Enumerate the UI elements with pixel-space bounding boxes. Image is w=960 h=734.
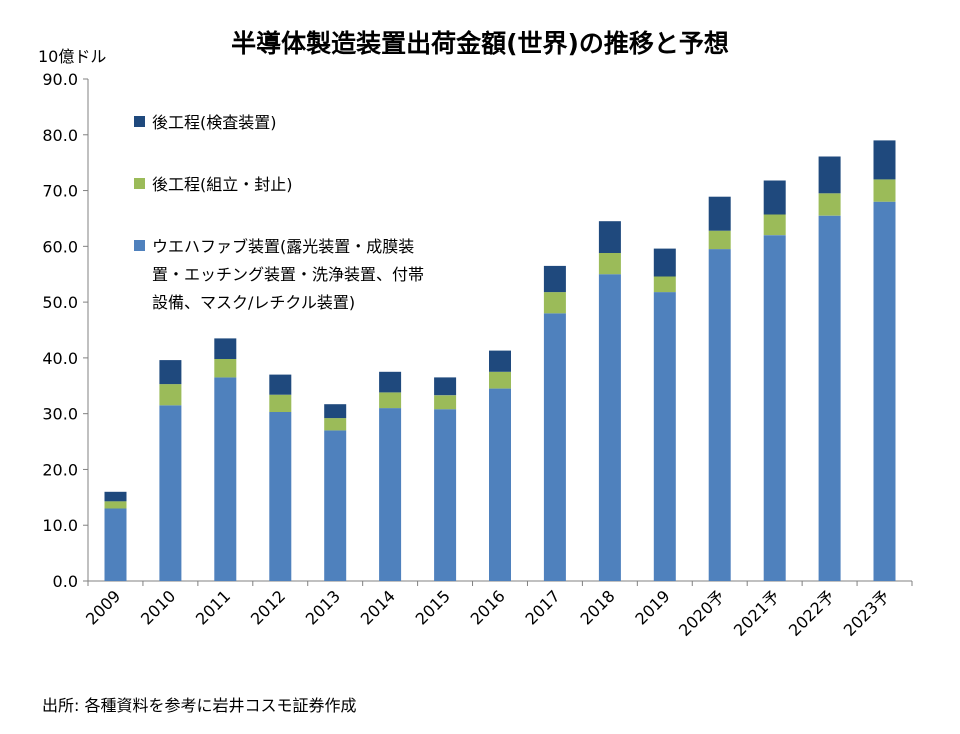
plot-area: 0.0 10.0 20.0 30.0 40.0 50.0 60.0 70.0 80.0 90.0 2…: [42, 70, 913, 640]
bar-segment-2022予-s2: [818, 156, 841, 194]
x-tick-label: 2012: [247, 586, 289, 628]
bar-segment-2018-s2: [598, 221, 621, 253]
source-note: 出所: 各種資料を参考に岩井コスモ証券作成: [42, 696, 357, 715]
bar-segment-2021予-s0: [763, 235, 786, 581]
y-tick-label: 40.0: [42, 349, 78, 368]
bar-segment-2013-s0: [324, 430, 347, 581]
bar-segment-2021予-s2: [763, 180, 786, 215]
bar-segment-2017-s0: [543, 313, 566, 581]
x-tick-label: 2016: [467, 586, 509, 628]
bar-segment-2018-s1: [598, 253, 621, 275]
bar-segment-2013-s2: [324, 404, 347, 419]
bar-segment-2023予-s1: [873, 179, 896, 202]
x-tick-label: 2023予: [840, 586, 894, 640]
bar-segment-2011-s1: [214, 359, 237, 378]
bar-segment-2010-s1: [159, 384, 182, 406]
x-tick-label: 2011: [192, 586, 234, 628]
bar-segment-2023予-s0: [873, 201, 896, 581]
y-axis-unit-label: 10億ドル: [38, 47, 106, 66]
bar-segment-2022予-s1: [818, 193, 841, 216]
bar-segment-2012-s1: [269, 394, 292, 412]
bar-segment-2017-s1: [543, 292, 566, 314]
x-tick-label: 2022予: [785, 586, 839, 640]
legend-label-s0: 設備、マスク/レチクル装置): [152, 293, 355, 312]
y-tick-label: 70.0: [42, 182, 78, 201]
bar-segment-2020予-s1: [708, 230, 731, 250]
bar-segment-2018-s0: [598, 274, 621, 581]
bar-segment-2010-s2: [159, 360, 182, 385]
bar-segment-2022予-s0: [818, 215, 841, 581]
x-tick-label: 2021予: [730, 586, 784, 640]
bar-segment-2014-s2: [379, 371, 402, 393]
x-tick-label: 2017: [522, 586, 564, 628]
x-tick-label: 2013: [302, 586, 344, 628]
bar-segment-2009-s0: [104, 508, 127, 581]
y-tick-label: 50.0: [42, 293, 78, 312]
legend-label-s0: ウエハファブ装置(露光装置・成膜装: [152, 237, 414, 256]
bar-segment-2012-s2: [269, 374, 292, 395]
bar-segment-2016-s1: [489, 371, 511, 389]
bar-segment-2019-s1: [653, 276, 676, 293]
legend-label-s0: 置・エッチング装置・洗浄装置、付帯: [152, 265, 424, 284]
x-tick-label: 2020予: [675, 586, 729, 640]
bar-segment-2014-s0: [379, 408, 402, 581]
legend-swatch-s2: [134, 116, 145, 127]
x-tick-label: 2014: [357, 586, 399, 628]
bar-segment-2015-s0: [434, 409, 457, 581]
chart-title: 半導体製造装置出荷金額(世界)の推移と予想: [231, 29, 729, 58]
y-tick-label: 30.0: [42, 405, 78, 424]
bar-segment-2015-s2: [434, 377, 457, 396]
bar-segment-2013-s1: [324, 418, 347, 431]
bar-segment-2012-s0: [269, 412, 292, 581]
y-tick-label: 90.0: [42, 70, 78, 89]
x-tick-label: 2019: [631, 586, 673, 628]
bar-segment-2020予-s0: [708, 249, 731, 581]
bar-segment-2023予-s2: [873, 140, 896, 180]
legend-label-s1: 後工程(組立・封止): [152, 175, 293, 194]
y-tick-label: 60.0: [42, 237, 78, 256]
bar-segment-2011-s2: [214, 338, 237, 359]
y-tick-label: 20.0: [42, 460, 78, 479]
x-tick-label: 2009: [82, 586, 124, 628]
bar-segment-2019-s2: [653, 248, 676, 277]
bar-segment-2011-s0: [214, 377, 237, 581]
y-tick-label: 10.0: [42, 516, 78, 535]
bar-segment-2021予-s1: [763, 214, 786, 236]
bar-segment-2015-s1: [434, 395, 457, 410]
legend-swatch-s1: [134, 178, 145, 189]
bar-segment-2016-s0: [489, 388, 511, 581]
legend-label-s2: 後工程(検査装置): [152, 113, 277, 132]
bar-segment-2017-s2: [543, 265, 566, 293]
legend: 後工程(検査装置) 後工程(組立・封止) ウエハファブ装置(露光装置・成膜装置・エッ…: [134, 113, 424, 312]
bar-segment-2009-s2: [104, 491, 127, 502]
x-tick-label: 2015: [412, 586, 454, 628]
bar-segment-2020予-s2: [708, 196, 731, 231]
bar-segment-2014-s1: [379, 392, 402, 409]
bar-segment-2016-s2: [489, 350, 511, 372]
x-tick-label: 2018: [576, 586, 618, 628]
bar-segment-2019-s0: [653, 292, 676, 581]
legend-swatch-s0: [134, 240, 145, 251]
bar-segment-2009-s1: [104, 501, 127, 509]
y-tick-label: 0.0: [53, 572, 78, 591]
x-tick-label: 2010: [137, 586, 179, 628]
bar-segment-2010-s0: [159, 405, 182, 581]
y-tick-label: 80.0: [42, 126, 78, 145]
